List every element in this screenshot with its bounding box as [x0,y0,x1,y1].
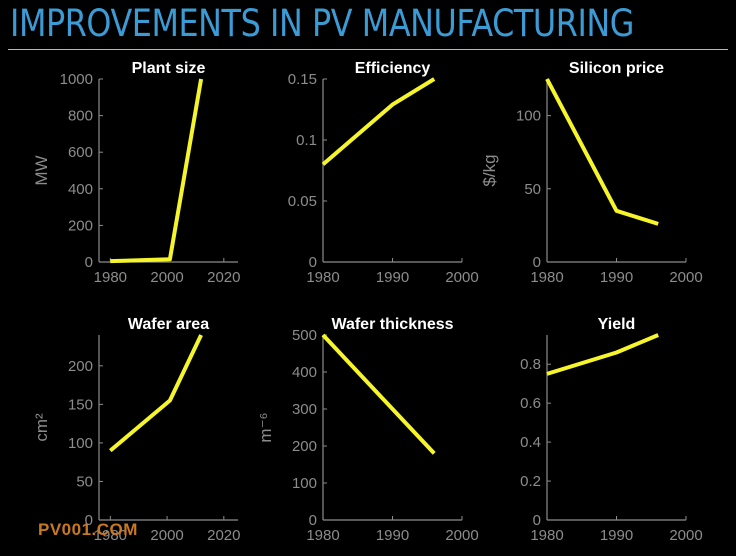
silicon-price-y-tick-label: 50 [524,181,541,198]
silicon-price-y-label: $/kg [480,154,499,186]
wafer-area-x-tick-label: 2020 [207,527,240,544]
wafer-thickness-x-tick-label: 1980 [306,527,339,544]
plant-size-title: Plant size [132,60,206,77]
efficiency-y-tick-label: 0 [309,254,317,271]
wafer-thickness-x-tick-label: 2000 [445,527,478,544]
slide-title: IMPROVEMENTS IN PV MANUFACTURING [10,2,635,45]
efficiency-series-line [321,77,436,166]
wafer-thickness-y-label: m⁻⁶ [256,412,275,442]
plant-size-y-tick-label: 400 [68,181,93,198]
wafer-area-y-tick-label: 100 [68,435,93,452]
silicon-price-x-tick-label: 2000 [669,269,702,286]
silicon-price-title: Silicon price [569,60,664,77]
plant-size-chart: Plant size 0 200 400 600 800 1000 1980 2000 2020 M… [32,60,241,286]
wafer-thickness-y-tick-label: 0 [309,512,317,529]
plant-size-x-tick-label: 1980 [94,269,127,286]
wafer-area-x-tick-label: 2000 [150,527,183,544]
watermark: PV001.COM [38,520,138,539]
yield-y-tick-label: 0.6 [520,395,541,412]
yield-series-line [546,333,659,376]
plant-size-y-tick-label: 600 [68,144,93,161]
efficiency-x-tick-label: 1980 [306,269,339,286]
title-divider [8,49,728,50]
efficiency-x-tick-label: 2000 [445,269,478,286]
efficiency-x-tick-label: 1990 [376,269,409,286]
plant-size-series-line [110,78,204,264]
silicon-price-y-tick-label: 100 [516,108,541,125]
silicon-price-chart: Silicon price 0 50 100 1980 1990 2000 $/kg [480,60,703,286]
plant-size-y-tick-label: 200 [68,217,93,234]
wafer-thickness-y-tick-label: 200 [292,438,317,455]
yield-y-tick-label: 0.2 [520,473,541,490]
wafer-area-series-line [109,334,203,453]
efficiency-y-tick-label: 0.05 [288,193,317,210]
yield-x-tick-label: 1990 [600,527,633,544]
wafer-area-y-tick-label: 200 [68,358,93,375]
plant-size-y-tick-label: 0 [85,254,93,271]
wafer-thickness-chart: Wafer thickness 0 100 200 300 400 500 1980 1990 2… [256,316,479,544]
plant-size-y-tick-label: 1000 [60,71,93,88]
efficiency-title: Efficiency [355,60,431,77]
silicon-price-y-tick-label: 0 [533,254,541,271]
wafer-thickness-y-tick-label: 100 [292,475,317,492]
yield-x-tick-label: 2000 [669,527,702,544]
wafer-thickness-x-tick-label: 1990 [376,527,409,544]
silicon-price-x-tick-label: 1980 [530,269,563,286]
silicon-price-x-tick-label: 1990 [600,269,633,286]
wafer-area-x-tick-label: 1980 [94,527,127,544]
wafer-thickness-title: Wafer thickness [331,316,453,333]
wafer-thickness-series-line [321,333,436,455]
wafer-area-chart: Wafer area 0 50 100 150 200 1980 2000 2020 cm² [32,316,241,544]
yield-y-tick-label: 0.8 [520,356,541,373]
yield-x-tick-label: 1980 [530,527,563,544]
wafer-area-y-tick-label: 150 [68,396,93,413]
plant-size-y-label: MW [32,155,51,185]
yield-chart: Yield 0 0.2 0.4 0.6 0.8 1980 1990 2000 [520,316,703,544]
yield-title: Yield [598,316,636,333]
efficiency-y-tick-label: 0.1 [296,132,317,149]
silicon-price-series-line [545,78,659,226]
efficiency-y-tick-label: 0.15 [288,71,317,88]
wafer-area-y-tick-label: 0 [85,512,93,529]
yield-y-tick-label: 0.4 [520,434,541,451]
yield-y-tick-label: 0 [533,512,541,529]
plant-size-x-tick-label: 2000 [150,269,183,286]
wafer-thickness-y-tick-label: 500 [292,327,317,344]
efficiency-chart: Efficiency 0 0.05 0.1 0.15 1980 1990 2000 [288,60,479,286]
plant-size-x-tick-label: 2020 [207,269,240,286]
wafer-area-y-label: cm² [32,413,51,442]
wafer-thickness-y-tick-label: 300 [292,401,317,418]
wafer-area-title: Wafer area [128,316,209,333]
wafer-thickness-y-tick-label: 400 [292,364,317,381]
wafer-area-y-tick-label: 50 [76,473,93,490]
plant-size-y-tick-label: 800 [68,108,93,125]
